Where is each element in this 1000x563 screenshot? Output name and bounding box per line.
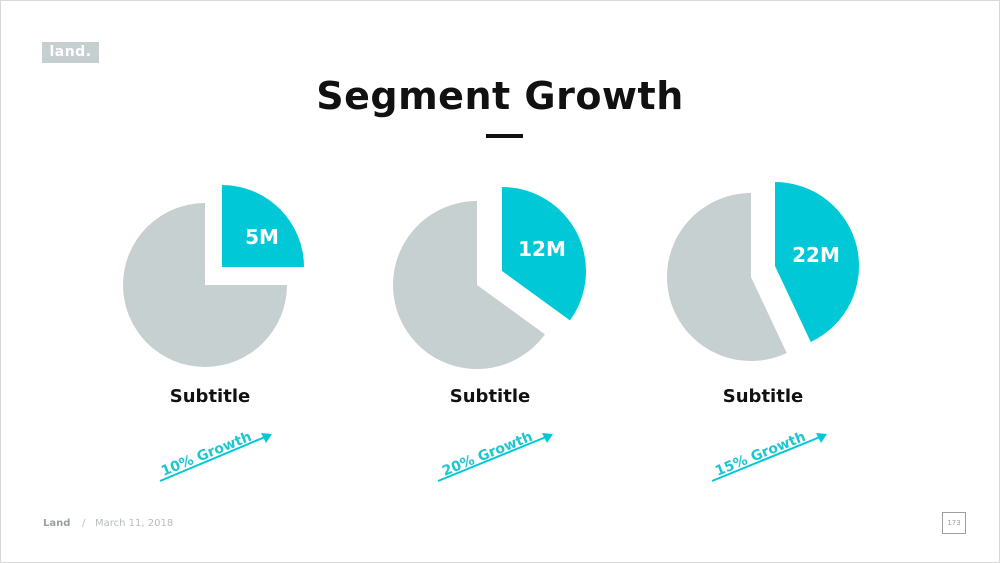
- chart-1-subtitle: Subtitle: [169, 386, 251, 407]
- page-title: Segment Growth: [316, 74, 684, 118]
- footer-brand: Land: [43, 518, 71, 529]
- logo: land.: [42, 42, 99, 63]
- chart-2-subtitle: Subtitle: [449, 386, 531, 407]
- chart-3-subtitle: Subtitle: [722, 386, 804, 407]
- chart-1-value-label: 5M: [245, 225, 279, 249]
- chart-2-growth-arrowhead: [542, 433, 553, 443]
- chart-3-slice-2: [667, 193, 787, 361]
- page-number: 173: [942, 512, 966, 534]
- chart-3-growth-arrow: [711, 436, 821, 482]
- chart-1-slice-1: [222, 185, 304, 267]
- title-underline: [486, 134, 523, 138]
- chart-2-slice-2: [393, 201, 545, 369]
- chart-2-growth-arrow: [437, 436, 547, 482]
- chart-3-growth-label: 15% Growth: [713, 429, 808, 480]
- chart-1-growth-arrow: [159, 436, 266, 482]
- chart-1-slice-2: [123, 203, 287, 367]
- chart-3-growth-arrowhead: [816, 433, 827, 443]
- chart-2-growth-label: 20% Growth: [440, 429, 535, 480]
- chart-1-growth-label: 10% Growth: [159, 429, 254, 480]
- chart-1-growth-arrowhead: [261, 433, 272, 443]
- footer-date: March 11, 2018: [95, 518, 174, 529]
- chart-3-value-label: 22M: [792, 243, 840, 267]
- footer-separator: /: [82, 518, 86, 529]
- chart-2-value-label: 12M: [518, 237, 566, 261]
- chart-3-slice-1: [775, 182, 860, 343]
- chart-2-slice-1: [502, 187, 587, 321]
